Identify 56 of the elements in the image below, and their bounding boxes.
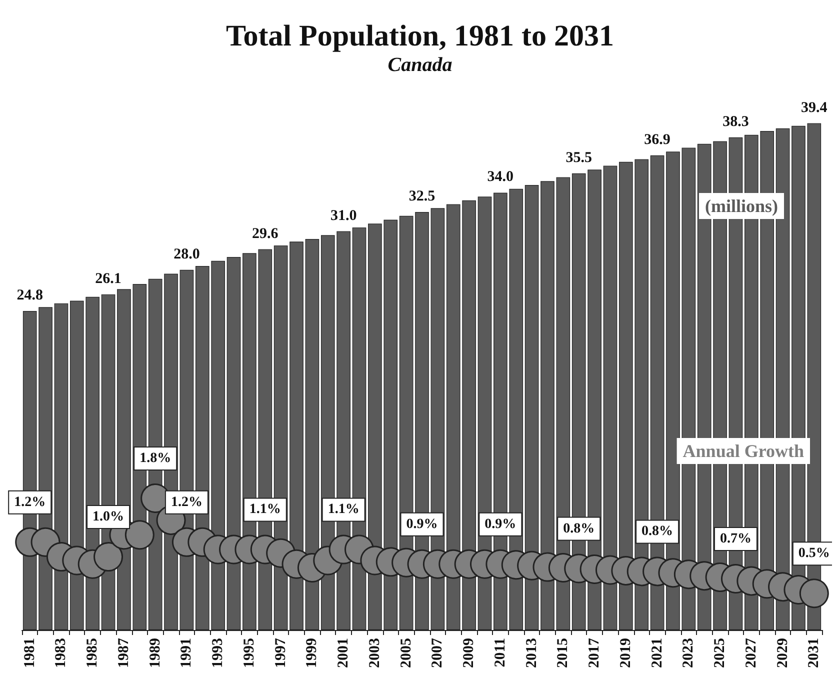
data-label: 28.0 [174, 246, 200, 262]
x-tick-label: 1983 [53, 638, 70, 668]
x-tick-label: 2005 [398, 638, 414, 668]
data-label: 35.5 [566, 150, 592, 166]
x-tick-label: 1987 [116, 638, 132, 668]
x-tick-label: 1999 [304, 638, 320, 668]
data-label: 26.1 [95, 270, 122, 287]
x-tick-label: 2011 [492, 638, 508, 668]
x-tick-label: 1991 [178, 638, 195, 668]
data-label: 1.0% [92, 510, 124, 525]
x-tick-label: 2019 [618, 638, 634, 668]
x-tick-label: 2003 [366, 638, 383, 668]
x-tick-label: 1997 [272, 638, 289, 668]
data-label: 38.3 [722, 114, 749, 130]
data-label: 31.0 [330, 208, 357, 224]
point [94, 542, 124, 572]
x-tick-label: 2031 [806, 638, 822, 668]
x-tick-label: 1993 [210, 638, 226, 668]
x-tick-label: 2009 [461, 638, 478, 668]
chart-title: Total Population, 1981 to 2031 [226, 20, 614, 52]
data-label: 1.1% [249, 502, 281, 518]
x-tick-label: 2017 [586, 638, 603, 668]
x-tick-label: 2013 [524, 638, 540, 668]
x-tick-label: 2001 [336, 638, 352, 668]
x-tick-label: 2027 [743, 638, 760, 668]
data-label: 0.7% [720, 532, 752, 547]
point [124, 520, 154, 550]
x-tick-label: 2007 [430, 638, 446, 668]
x-tick-label: 2021 [649, 638, 666, 668]
data-label: 39.4 [801, 100, 828, 116]
data-label: 0.9% [406, 516, 438, 532]
data-label: 36.9 [644, 132, 670, 148]
data-label: 29.6 [252, 226, 279, 242]
data-label: 1.2% [14, 494, 46, 510]
data-label: 1.2% [170, 494, 202, 510]
data-label: 1.1% [328, 502, 360, 518]
x-tick-label: 1989 [147, 638, 164, 668]
data-label: 32.5 [408, 188, 436, 205]
x-tick-label: 2025 [712, 638, 728, 668]
chart-subtitle: Canada [388, 54, 452, 76]
text: Annual Growth [682, 441, 804, 461]
x-tick-label: 2015 [555, 638, 572, 668]
data-label: 34.0 [487, 169, 514, 186]
x-tick-label: 1981 [22, 638, 38, 668]
x-tick-label: 1985 [84, 638, 101, 668]
x-tick-label: 2023 [680, 638, 697, 668]
data-label: 1.8% [140, 451, 172, 466]
data-label: 24.8 [16, 288, 43, 304]
point [799, 578, 829, 608]
series-label: (millions) [705, 196, 778, 216]
data-label: 0.8% [642, 524, 674, 540]
data-label: 0.8% [563, 521, 595, 536]
x-tick-label: 2029 [774, 638, 791, 668]
data-label: 0.5% [798, 546, 830, 562]
x-tick-label: 1995 [241, 638, 258, 668]
data-label: 0.9% [484, 516, 516, 532]
